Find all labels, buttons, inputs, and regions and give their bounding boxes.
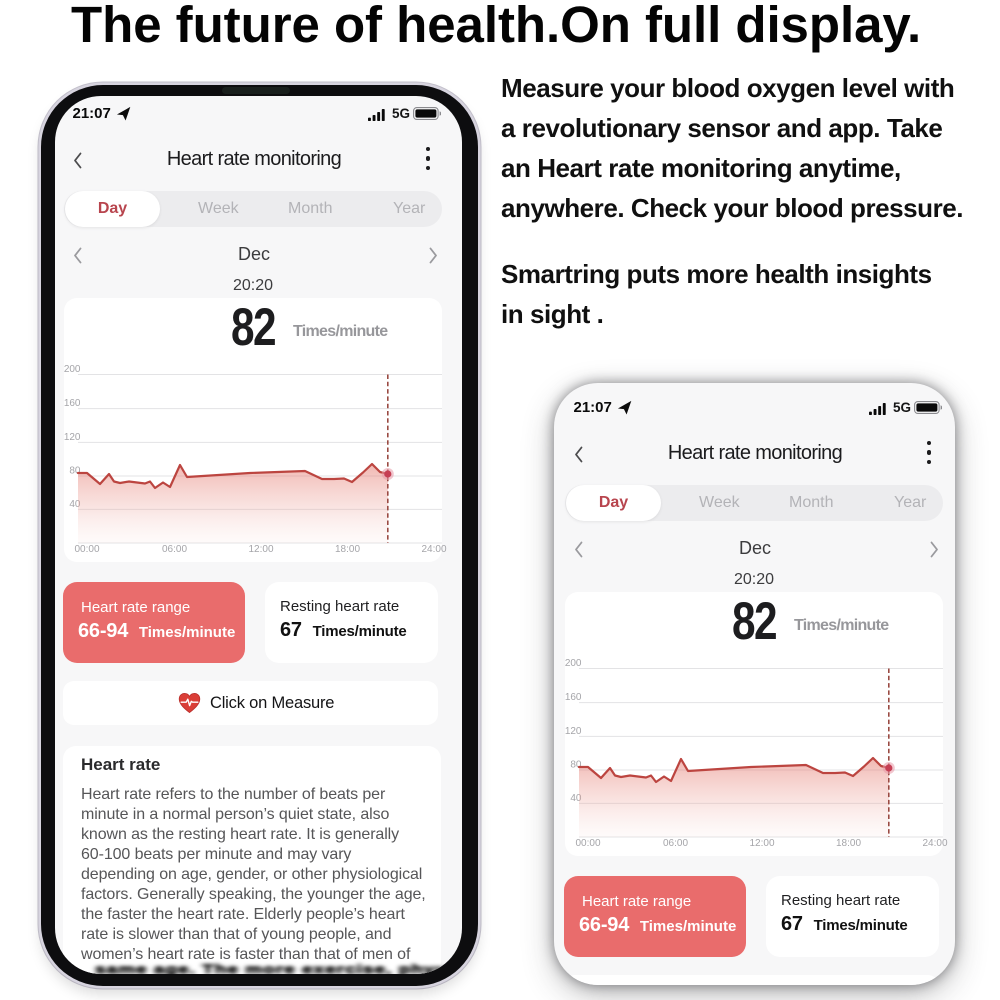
svg-text:200: 200 [565, 658, 582, 669]
svg-text:24:00: 24:00 [421, 544, 446, 555]
svg-text:120: 120 [565, 726, 582, 737]
svg-text:120: 120 [64, 432, 81, 443]
svg-text:160: 160 [565, 692, 582, 703]
svg-text:18:00: 18:00 [836, 838, 861, 849]
svg-text:40: 40 [69, 499, 81, 510]
svg-text:18:00: 18:00 [335, 544, 360, 555]
svg-text:40: 40 [570, 793, 582, 804]
svg-text:00:00: 00:00 [575, 838, 600, 849]
svg-text:12:00: 12:00 [248, 544, 273, 555]
svg-text:12:00: 12:00 [749, 838, 774, 849]
svg-text:80: 80 [570, 760, 582, 771]
svg-text:06:00: 06:00 [162, 544, 187, 555]
svg-text:80: 80 [69, 466, 81, 477]
svg-text:00:00: 00:00 [74, 544, 99, 555]
svg-text:06:00: 06:00 [663, 838, 688, 849]
svg-text:200: 200 [64, 364, 81, 375]
svg-text:160: 160 [64, 398, 81, 409]
svg-text:24:00: 24:00 [922, 838, 947, 849]
